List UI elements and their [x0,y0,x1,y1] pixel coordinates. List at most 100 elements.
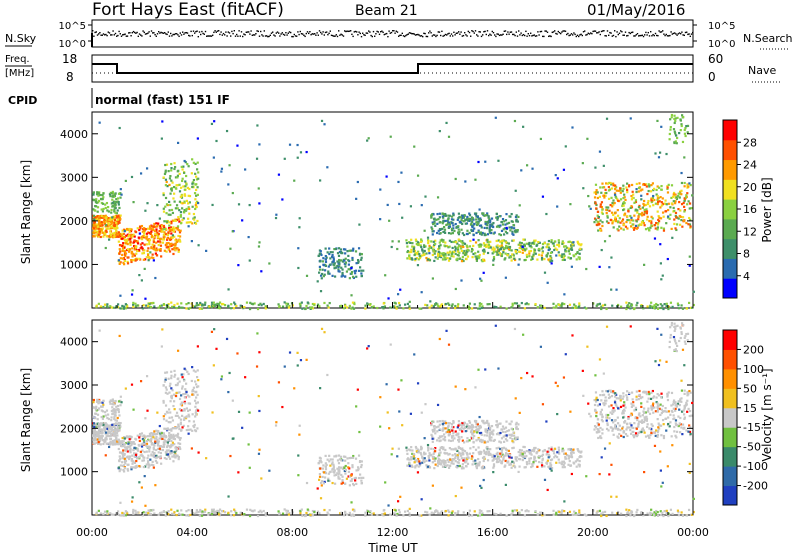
power-point [167,169,170,173]
noise-point [279,35,281,37]
velocity-point [118,451,122,454]
power-point [120,244,124,248]
power-point [179,222,183,225]
velocity-point [358,460,362,464]
power-point [161,120,164,123]
noise-point [330,34,333,37]
velocity-point [109,402,112,405]
power-point [253,302,256,305]
velocity-point [148,463,151,466]
power-point [525,255,529,259]
power-point [121,249,124,252]
noise-point [365,32,367,34]
velocity-point [442,459,445,462]
power-point [151,227,155,230]
power-point [556,177,559,180]
velocity-point [133,442,136,446]
velocity-point [415,447,418,450]
power-point [465,218,468,221]
power-point [615,189,618,192]
velocity-point [168,428,171,431]
power-point [458,215,461,219]
velocity-point [196,393,199,396]
noise-point [424,32,426,35]
power-point [510,249,513,252]
power-point [285,305,288,308]
velocity-point [116,425,119,429]
power-point [313,303,316,307]
power-point [152,239,155,242]
noise-point [198,31,201,33]
power-point [483,233,486,237]
velocity-point [521,454,524,458]
power-point [429,300,432,303]
power-point [132,303,135,307]
power-point [437,304,440,308]
power-point [568,252,571,255]
power-point [140,279,143,282]
noise-point [680,32,682,35]
noise-point [320,31,322,34]
power-point [190,240,193,243]
velocity-point [537,455,541,458]
power-point [488,226,491,229]
noise-point [107,31,109,33]
power-point [219,305,222,308]
power-point [197,201,200,205]
power-point [494,116,497,119]
power-point [679,209,682,212]
power-point [170,169,173,172]
power-point [318,271,321,274]
power-point [179,195,182,198]
velocity-point [121,436,124,440]
power-point [484,160,487,163]
velocity-point [166,441,169,444]
velocity-point [454,460,457,463]
velocity-point [165,453,168,456]
power-point [657,218,660,222]
power-point [102,305,105,309]
power-point [440,238,444,241]
power-point [672,128,676,131]
power-point [96,210,99,213]
velocity-point [523,445,526,449]
power-point [430,226,433,229]
power-point [444,254,447,257]
power-point [473,303,476,306]
power-point [499,245,502,248]
power-point [188,201,191,204]
velocity-point [518,458,522,461]
velocity-point [521,456,525,459]
power-point [187,206,190,209]
power-point [447,214,450,217]
power-point [164,163,167,167]
power-point [626,218,629,222]
power-point [297,266,300,270]
power-point [438,212,441,215]
power-point [119,214,122,217]
power-point [598,150,602,153]
power-point [486,238,489,242]
power-point [145,235,149,238]
velocity-point [320,484,323,487]
power-point [440,303,443,306]
power-point [124,303,127,306]
power-point [625,307,628,311]
power-point [513,119,517,123]
velocity-point [332,463,335,466]
power-point [150,256,153,259]
power-point [437,254,440,258]
power-point [351,249,355,252]
power-point [175,240,179,244]
power-point [423,245,426,249]
power-point [194,162,197,166]
nsearch-label: N.Search [743,32,793,45]
velocity-point [121,445,124,448]
velocity-point [102,399,105,403]
noise-point [278,32,280,34]
power-point [113,224,116,227]
power-point [352,276,356,280]
power-point [117,231,120,234]
velocity-point [570,456,574,459]
power-point [603,191,607,195]
